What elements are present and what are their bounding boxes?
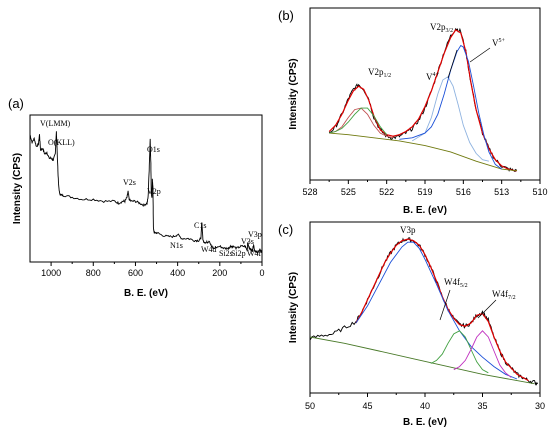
x-tick-label: 519: [417, 187, 432, 197]
peak-annotation: V3p: [400, 225, 416, 235]
series-line-v3p-component: [355, 241, 518, 380]
x-tick-label: 516: [456, 187, 471, 197]
panel-label: (b): [278, 8, 294, 23]
panel-label: (a): [8, 96, 24, 111]
peak-annotation: W4f7/2: [492, 289, 516, 301]
series-line-w4f7-2-component: [453, 330, 512, 378]
peak-annotation: Si2s: [219, 249, 233, 258]
peak-annotation: V2s: [123, 178, 136, 187]
x-tick-label: 510: [532, 187, 547, 197]
x-tick-label: 400: [170, 268, 185, 278]
y-axis-title: Intensity (CPS): [288, 272, 299, 343]
x-tick-label: 200: [212, 268, 227, 278]
plot-frame: [309, 7, 541, 181]
series-line-raw: [310, 237, 539, 386]
series-line-w4f5-2-component: [430, 330, 489, 374]
peak-annotation: W4f: [247, 249, 262, 258]
x-tick-label: 525: [341, 187, 356, 197]
peak-annotation: V3s: [241, 237, 254, 246]
x-tick-label: 35: [477, 401, 487, 411]
peak-annotation: V4+: [426, 72, 440, 82]
series-line-v5-component: [399, 44, 502, 170]
peak-annotation: N1s: [170, 241, 183, 250]
panel-label: (c): [278, 222, 293, 237]
x-tick-label: 30: [535, 401, 545, 411]
peak-annotation: W4f5/2: [444, 277, 468, 289]
annotation-pointer: [469, 47, 491, 63]
series-line-v2p1-2-component-2: [329, 107, 388, 135]
x-tick-label: 1000: [41, 268, 61, 278]
series-line-survey: [30, 131, 262, 254]
peak-annotation: W4d: [201, 245, 217, 254]
chart-panel-3: (c) 50 45 40 35 30 B. E. (eV) Intensity (CPS) V3…: [278, 221, 545, 428]
annotation-pointer: [447, 49, 458, 79]
peak-annotation: V2p: [147, 187, 161, 196]
plot-frame: [309, 221, 541, 394]
peak-annotation: Si2p: [231, 249, 246, 258]
series-line-v4-component: [411, 76, 490, 162]
peak-annotation: V2p3/2: [430, 22, 453, 34]
x-tick-label: 45: [362, 401, 372, 411]
series-line-fit-envelope: [328, 29, 517, 172]
annotation-pointer: [439, 289, 451, 321]
peak-annotation: O(KLL): [48, 138, 75, 147]
peak-annotation: V2p1/2: [368, 67, 391, 79]
peak-annotation: O1s: [147, 145, 160, 154]
chart-panel-2: (b) 528 525 522 519 516 513 510 B. E. (eV) Intens…: [278, 7, 548, 216]
peak-annotation: V(LMM): [40, 119, 71, 128]
x-tick-label: 40: [420, 401, 430, 411]
y-axis-title: Intensity (CPS): [288, 58, 299, 129]
peak-annotation: V5+: [492, 38, 506, 48]
x-tick-label: 528: [302, 187, 317, 197]
series-line-fit-envelope: [355, 238, 529, 382]
x-tick-label: 50: [305, 401, 315, 411]
plot-frame: [29, 114, 263, 263]
x-tick-label: 522: [379, 187, 394, 197]
series-line-background: [329, 132, 517, 172]
chart-panel-1: (a) 1000 800 600 400 200 0 B. E. (eV) Intensity …: [8, 96, 265, 299]
x-tick-label: 800: [86, 268, 101, 278]
y-axis-title: Intensity (CPS): [12, 153, 23, 224]
x-tick-label: 513: [494, 187, 509, 197]
x-axis-title: B. E. (eV): [124, 288, 168, 299]
x-axis-title: B. E. (eV): [403, 205, 447, 216]
peak-annotation: V3p: [248, 230, 262, 239]
x-axis-title: B. E. (eV): [403, 417, 447, 428]
annotation-pointer: [477, 299, 497, 319]
series-line-background: [310, 336, 535, 385]
x-tick-label: 600: [128, 268, 143, 278]
x-tick-label: 0: [259, 268, 264, 278]
peak-annotation: C1s: [194, 221, 206, 230]
